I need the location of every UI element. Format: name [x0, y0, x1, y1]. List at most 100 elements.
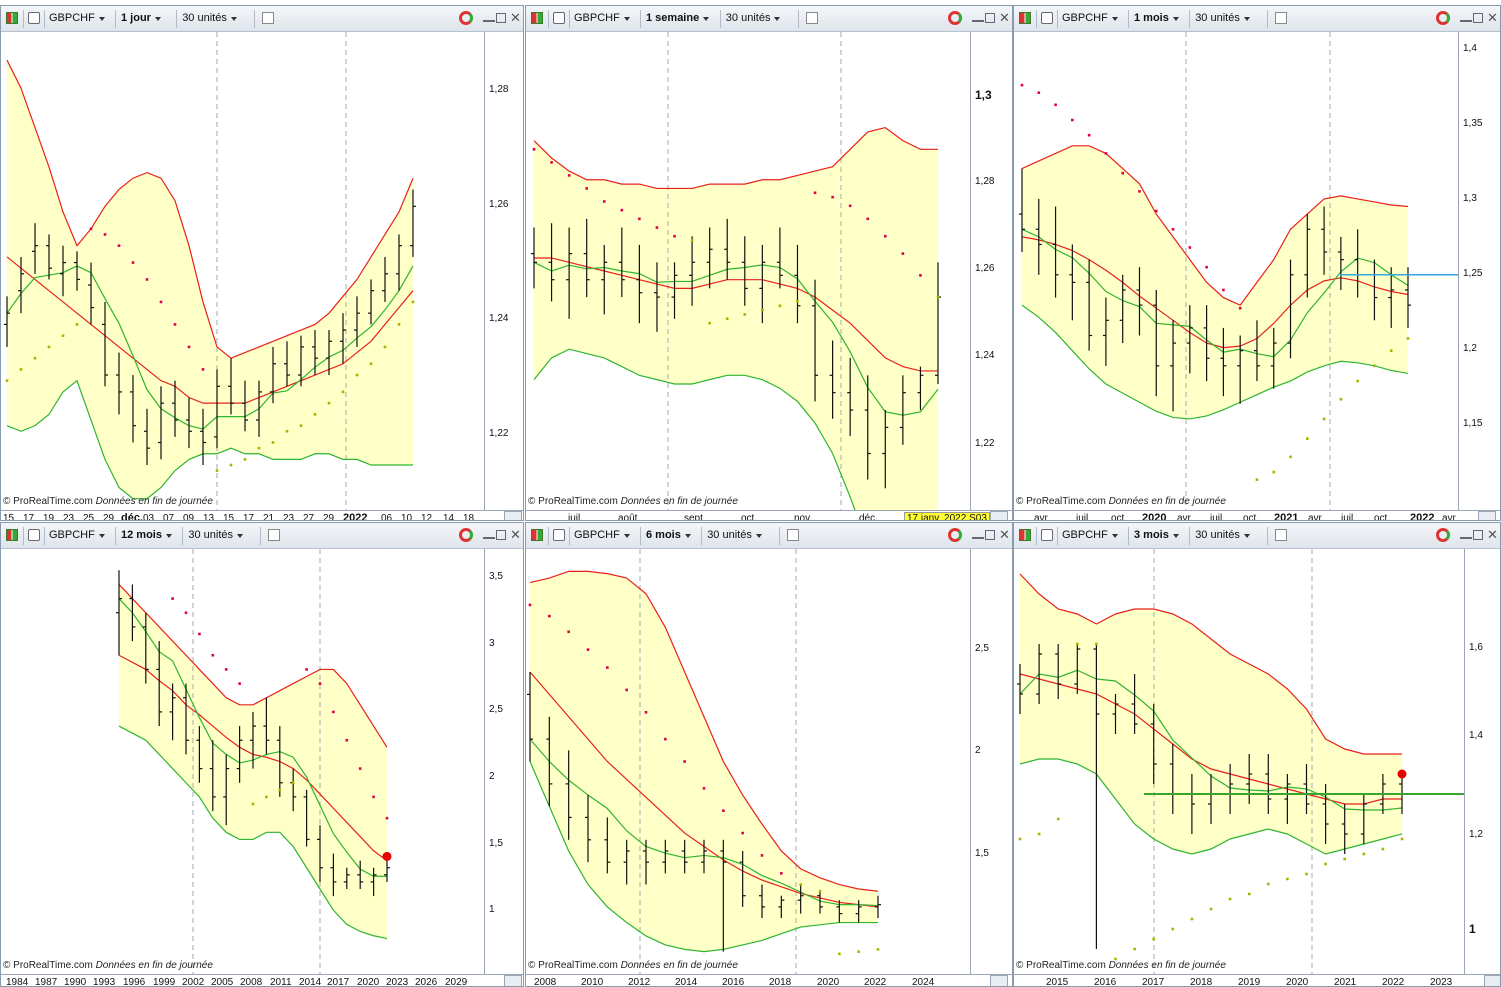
chart-panel-12-months[interactable]: GBPCHF 12 mois 30 unités ✕ 3,5 3 2,5 2 1,5 1 © Pro… — [0, 522, 524, 987]
chart-panel-daily[interactable]: GBPCHF 1 jour 30 unités ✕ 1,28 1,26 1,24 1,22 © … — [0, 5, 524, 521]
ohlc-bar[interactable] — [531, 227, 537, 289]
scroll-right-button[interactable] — [504, 511, 522, 520]
minimize-icon[interactable] — [1460, 529, 1472, 539]
ohlc-bar[interactable] — [158, 386, 164, 460]
ohlc-bar[interactable] — [1304, 214, 1311, 298]
ohlc-bar[interactable] — [1136, 267, 1143, 336]
ohlc-bar[interactable] — [1287, 259, 1294, 359]
ohlc-bar[interactable] — [330, 853, 337, 897]
ohlc-bar[interactable] — [343, 867, 350, 889]
close-icon[interactable]: ✕ — [510, 527, 521, 542]
symbol-selector[interactable]: GBPCHF — [1062, 10, 1119, 27]
ohlc-bar[interactable] — [1405, 267, 1411, 328]
ohlc-bar[interactable] — [643, 839, 649, 885]
refresh-icon[interactable] — [1436, 11, 1450, 25]
ohlc-bar[interactable] — [326, 330, 332, 376]
maximize-icon[interactable] — [496, 13, 506, 23]
scroll-right-button[interactable] — [504, 975, 522, 986]
ohlc-bar[interactable] — [172, 380, 178, 437]
symbol-selector[interactable]: GBPCHF — [1062, 527, 1119, 544]
ohlc-bar[interactable] — [223, 754, 230, 826]
chart-type-icon[interactable] — [1019, 529, 1031, 541]
units-selector[interactable]: 30 unités — [707, 527, 763, 544]
ohlc-bar[interactable] — [142, 612, 149, 684]
chart-type-icon[interactable] — [6, 529, 18, 541]
ohlc-bar[interactable] — [298, 335, 304, 387]
ohlc-bar[interactable] — [548, 223, 555, 302]
ohlc-bar[interactable] — [242, 380, 248, 432]
maximize-icon[interactable] — [1473, 13, 1483, 23]
info-icon[interactable] — [262, 12, 275, 24]
price-chart[interactable] — [526, 32, 970, 510]
ohlc-bar[interactable] — [689, 236, 696, 306]
ohlc-bar[interactable] — [1270, 327, 1277, 389]
close-icon[interactable]: ✕ — [510, 10, 521, 25]
period-selector[interactable]: 12 mois — [121, 527, 173, 544]
ohlc-bar[interactable] — [200, 408, 206, 466]
chart-panel-3-months[interactable]: GBPCHF 3 mois 30 unités ✕ 1,6 1,4 1,2 1 © ProRea… — [1013, 522, 1501, 987]
ohlc-bar[interactable] — [228, 358, 234, 415]
ohlc-bar[interactable] — [759, 884, 765, 919]
ohlc-bar[interactable] — [1246, 754, 1253, 804]
price-chart[interactable] — [1, 549, 484, 974]
ohlc-bar[interactable] — [653, 262, 660, 332]
ohlc-bar[interactable] — [1321, 206, 1328, 275]
price-chart[interactable] — [526, 549, 970, 974]
ohlc-bar[interactable] — [1170, 320, 1177, 412]
ohlc-bar[interactable] — [601, 244, 608, 315]
minimize-icon[interactable] — [1460, 12, 1472, 22]
ohlc-bar[interactable] — [546, 716, 553, 807]
ohlc-bar[interactable] — [1253, 320, 1260, 382]
ohlc-bar[interactable] — [130, 375, 136, 443]
link-icon[interactable] — [28, 529, 40, 541]
chart-type-icon[interactable] — [531, 529, 543, 541]
ohlc-bar[interactable] — [340, 313, 346, 364]
ohlc-bar[interactable] — [410, 189, 416, 257]
ohlc-bar[interactable] — [396, 234, 402, 291]
ohlc-bar[interactable] — [370, 867, 377, 897]
ohlc-bar[interactable] — [1074, 644, 1081, 694]
ohlc-bar[interactable] — [116, 352, 122, 415]
ohlc-bar[interactable] — [1086, 259, 1093, 351]
ohlc-bar[interactable] — [1019, 168, 1025, 253]
ohlc-bar[interactable] — [270, 346, 276, 404]
refresh-icon[interactable] — [948, 528, 962, 542]
link-icon[interactable] — [28, 12, 40, 24]
refresh-icon[interactable] — [459, 528, 473, 542]
price-chart[interactable] — [1014, 32, 1458, 510]
ohlc-bar[interactable] — [1360, 794, 1367, 844]
ohlc-bar[interactable] — [384, 860, 390, 882]
ohlc-bar[interactable] — [864, 375, 871, 480]
ohlc-bar[interactable] — [585, 795, 591, 863]
refresh-icon[interactable] — [459, 11, 473, 25]
ohlc-bar[interactable] — [899, 375, 906, 445]
ohlc-bar[interactable] — [1237, 335, 1244, 404]
ohlc-bar[interactable] — [1303, 764, 1310, 814]
ohlc-bar[interactable] — [875, 895, 881, 919]
ohlc-bar[interactable] — [812, 279, 819, 402]
symbol-selector[interactable]: GBPCHF — [49, 527, 106, 544]
ohlc-bar[interactable] — [18, 256, 24, 314]
ohlc-bar[interactable] — [186, 397, 192, 449]
info-icon[interactable] — [787, 529, 800, 541]
ohlc-bar[interactable] — [256, 380, 262, 437]
chart-panel-6-months[interactable]: GBPCHF 6 mois 30 unités ✕ 2,5 2 1,5 © ProRealTi… — [525, 522, 1013, 987]
ohlc-bar[interactable] — [1341, 804, 1348, 854]
ohlc-bar[interactable] — [1150, 704, 1157, 784]
ohlc-bar[interactable] — [565, 750, 572, 840]
maximize-icon[interactable] — [985, 530, 995, 540]
ohlc-bar[interactable] — [183, 683, 189, 755]
info-icon[interactable] — [1275, 529, 1288, 541]
close-icon[interactable]: ✕ — [1487, 10, 1498, 25]
scroll-right-button[interactable] — [1484, 975, 1500, 986]
ohlc-bar[interactable] — [116, 570, 122, 656]
chart-type-icon[interactable] — [531, 12, 543, 24]
ohlc-bar[interactable] — [1131, 674, 1138, 734]
maximize-icon[interactable] — [496, 530, 506, 540]
chart-panel-monthly[interactable]: GBPCHF 1 mois 30 unités ✕ 1,4 1,35 1,3 1,25 1,2 1… — [1013, 5, 1501, 521]
ohlc-bar[interactable] — [354, 296, 360, 347]
ohlc-bar[interactable] — [1153, 289, 1160, 397]
ohlc-bar[interactable] — [46, 234, 52, 280]
ohlc-bar[interactable] — [357, 860, 364, 889]
ohlc-bar[interactable] — [1069, 244, 1076, 321]
